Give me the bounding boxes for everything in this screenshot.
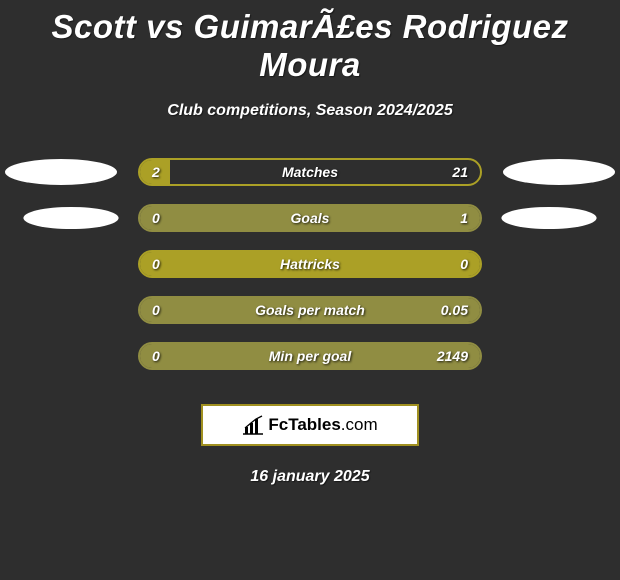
stat-bar-text: 0 Hattricks 0 — [140, 252, 480, 276]
stat-label: Hattricks — [280, 256, 340, 272]
stat-row: 0 Min per goal 2149 — [0, 342, 620, 370]
left-value: 0 — [152, 348, 160, 364]
right-value: 0.05 — [441, 302, 468, 318]
left-ellipse — [23, 207, 118, 229]
left-value: 0 — [152, 256, 160, 272]
stat-bar: 0 Min per goal 2149 — [138, 342, 482, 370]
stat-row: 2 Matches 21 — [0, 158, 620, 186]
fctables-logo: FcTables.com — [242, 415, 377, 435]
right-value: 21 — [452, 164, 468, 180]
right-ellipse — [501, 207, 596, 229]
comparison-infographic: Scott vs GuimarÃ£es Rodriguez Moura Club… — [0, 0, 620, 486]
left-value: 2 — [152, 164, 160, 180]
stat-rows: 2 Matches 21 0 Goals 1 0 Hattricks 0 0 Goals per m… — [0, 158, 620, 388]
left-value: 0 — [152, 210, 160, 226]
stat-row: 0 Goals per match 0.05 — [0, 296, 620, 324]
stat-label: Goals — [291, 210, 330, 226]
right-value: 0 — [460, 256, 468, 272]
subtitle: Club competitions, Season 2024/2025 — [167, 102, 452, 120]
stat-bar: 0 Hattricks 0 — [138, 250, 482, 278]
stat-bar-text: 0 Goals 1 — [140, 206, 480, 230]
logo-text-strong: FcTables — [268, 415, 340, 434]
left-ellipse — [5, 159, 117, 185]
stat-bar: 0 Goals per match 0.05 — [138, 296, 482, 324]
bar-chart-icon — [242, 415, 264, 435]
stat-row: 0 Hattricks 0 — [0, 250, 620, 278]
right-ellipse — [503, 159, 615, 185]
logo-text: FcTables.com — [268, 415, 377, 435]
stat-bar-text: 2 Matches 21 — [140, 160, 480, 184]
title: Scott vs GuimarÃ£es Rodriguez Moura — [0, 8, 620, 84]
stat-row: 0 Goals 1 — [0, 204, 620, 232]
stat-bar-text: 0 Goals per match 0.05 — [140, 298, 480, 322]
stat-label: Goals per match — [255, 302, 365, 318]
left-value: 0 — [152, 302, 160, 318]
stat-label: Min per goal — [269, 348, 351, 364]
date: 16 january 2025 — [250, 468, 369, 486]
right-value: 2149 — [437, 348, 468, 364]
logo-text-light: .com — [341, 415, 378, 434]
stat-label: Matches — [282, 164, 338, 180]
stat-bar: 0 Goals 1 — [138, 204, 482, 232]
right-value: 1 — [460, 210, 468, 226]
stat-bar: 2 Matches 21 — [138, 158, 482, 186]
stat-bar-text: 0 Min per goal 2149 — [140, 344, 480, 368]
logo-box: FcTables.com — [201, 404, 419, 446]
